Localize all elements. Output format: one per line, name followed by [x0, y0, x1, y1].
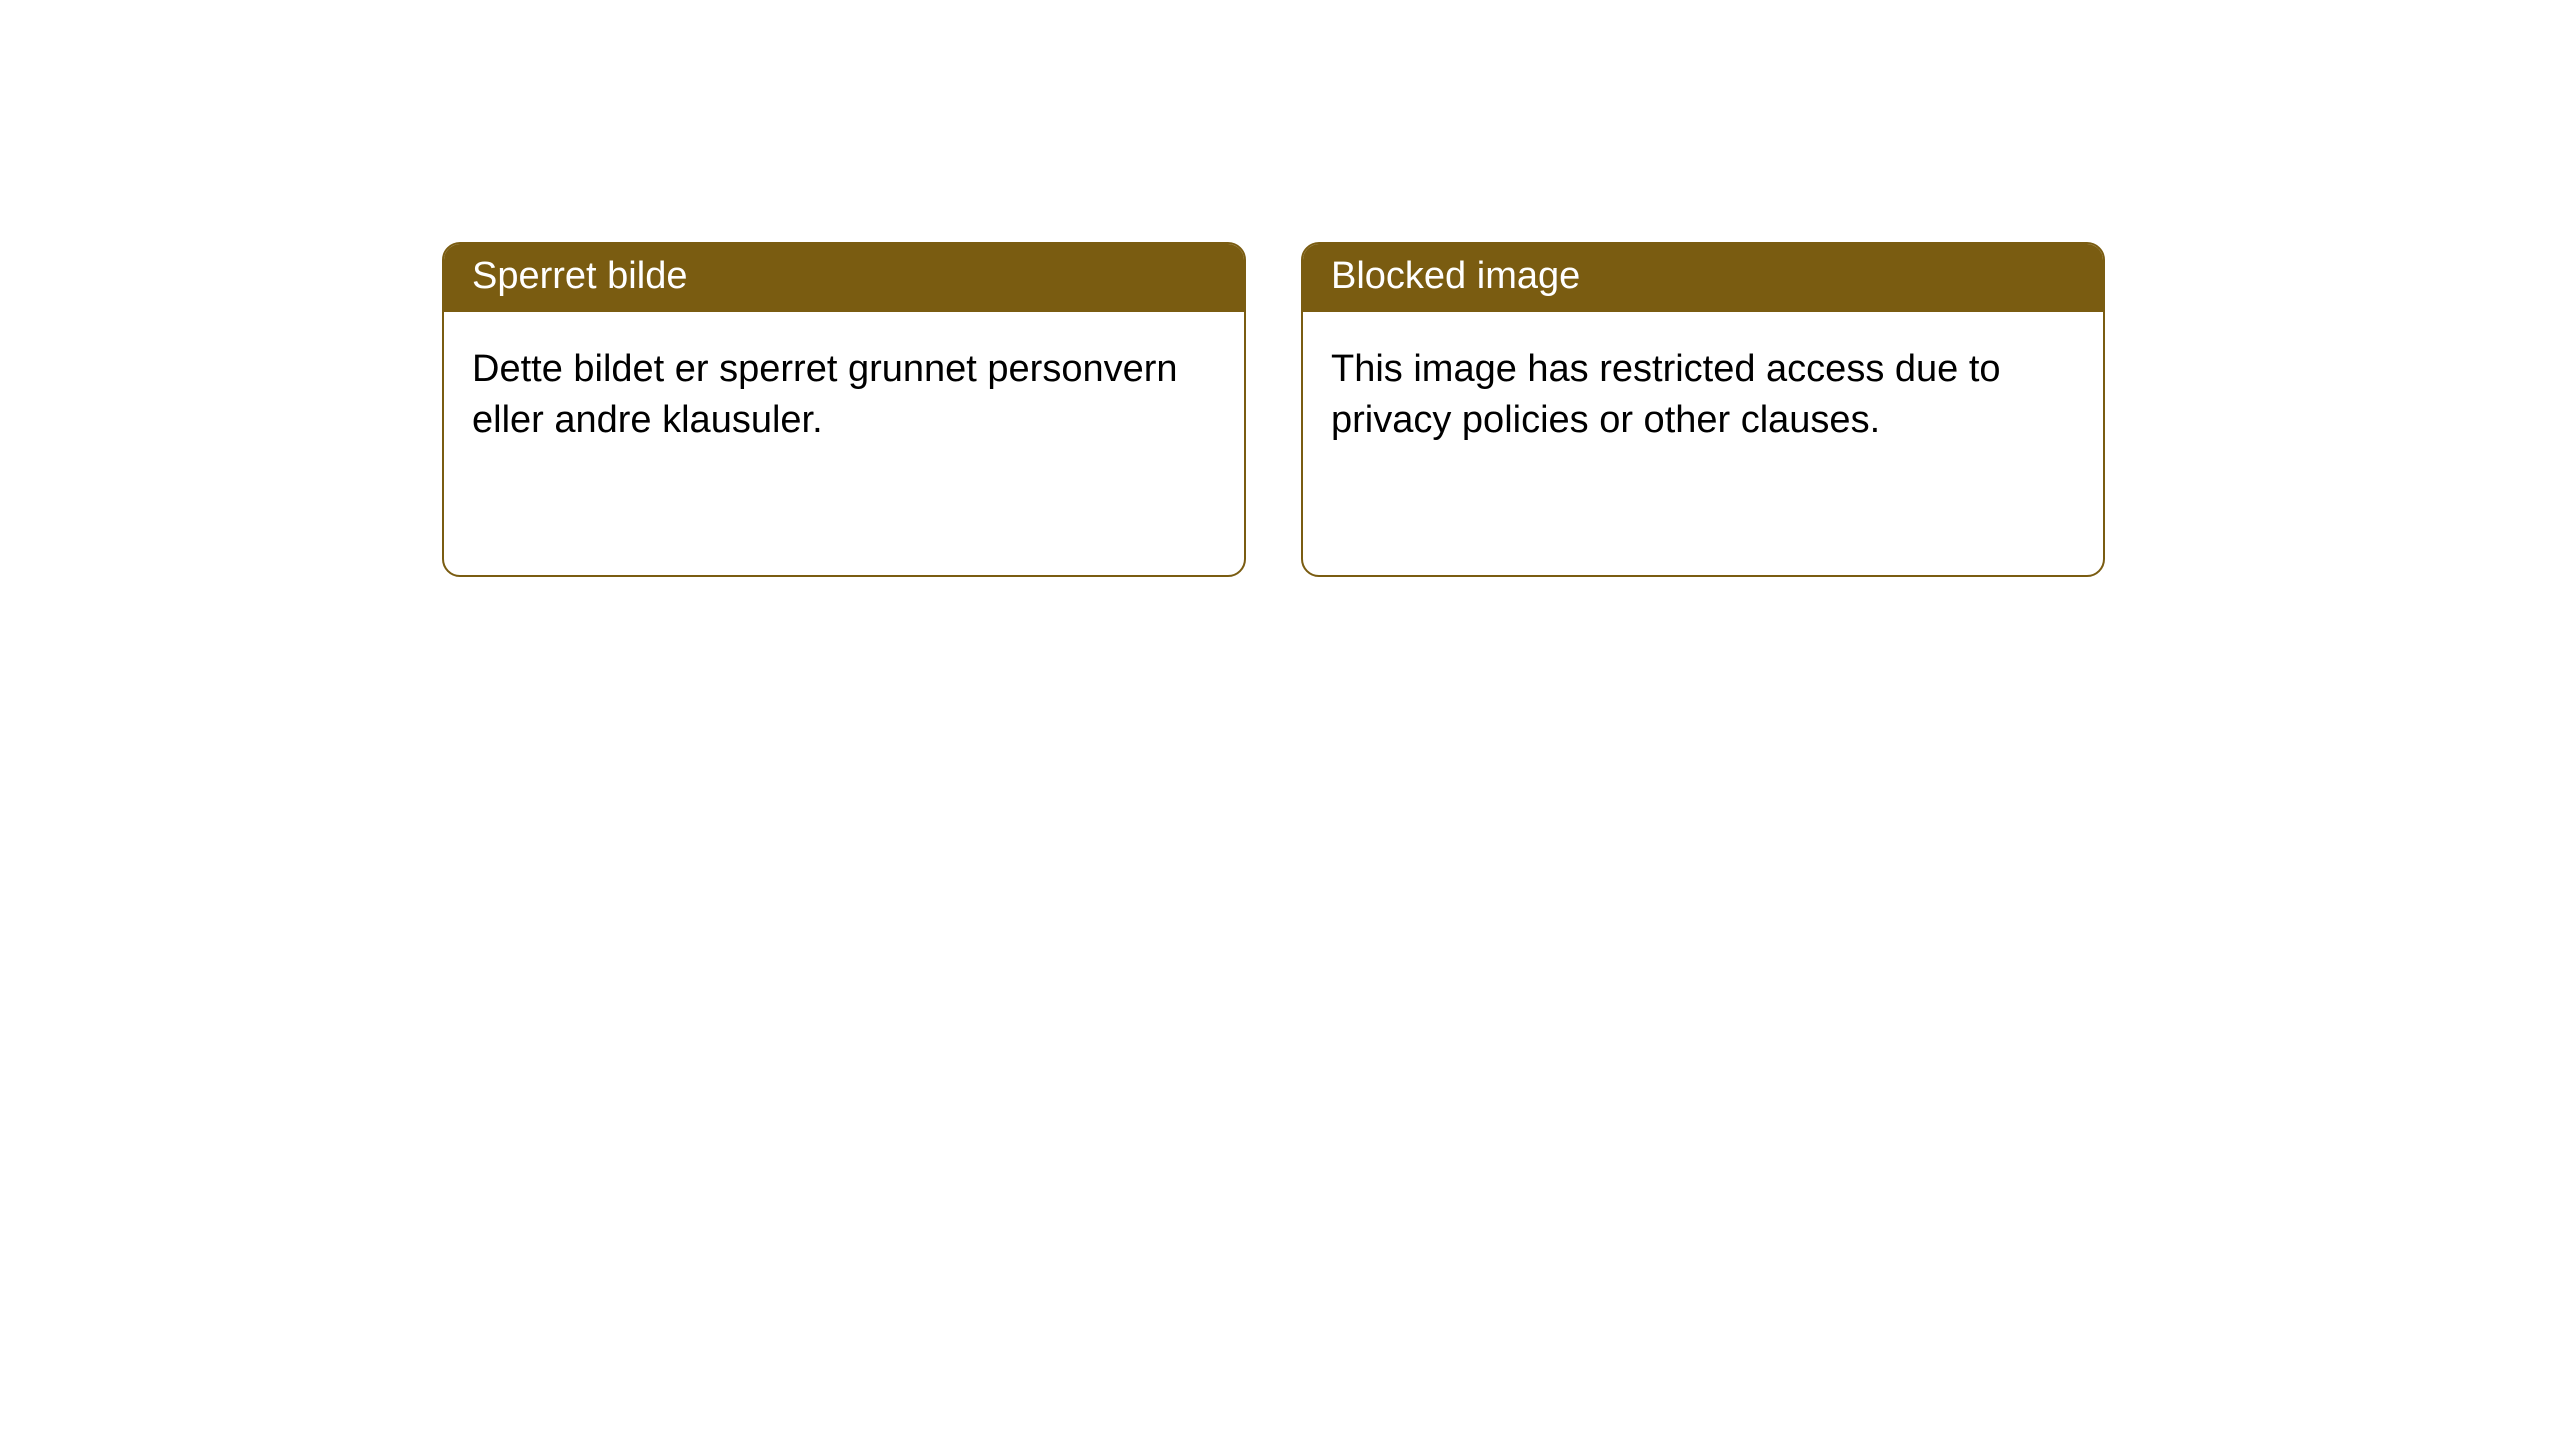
notice-card-english: Blocked image This image has restricted … — [1301, 242, 2105, 577]
card-body-text: Dette bildet er sperret grunnet personve… — [444, 312, 1244, 479]
card-body-text: This image has restricted access due to … — [1303, 312, 2103, 479]
notice-cards-container: Sperret bilde Dette bildet er sperret gr… — [0, 0, 2560, 577]
card-title: Sperret bilde — [444, 244, 1244, 312]
notice-card-norwegian: Sperret bilde Dette bildet er sperret gr… — [442, 242, 1246, 577]
card-title: Blocked image — [1303, 244, 2103, 312]
